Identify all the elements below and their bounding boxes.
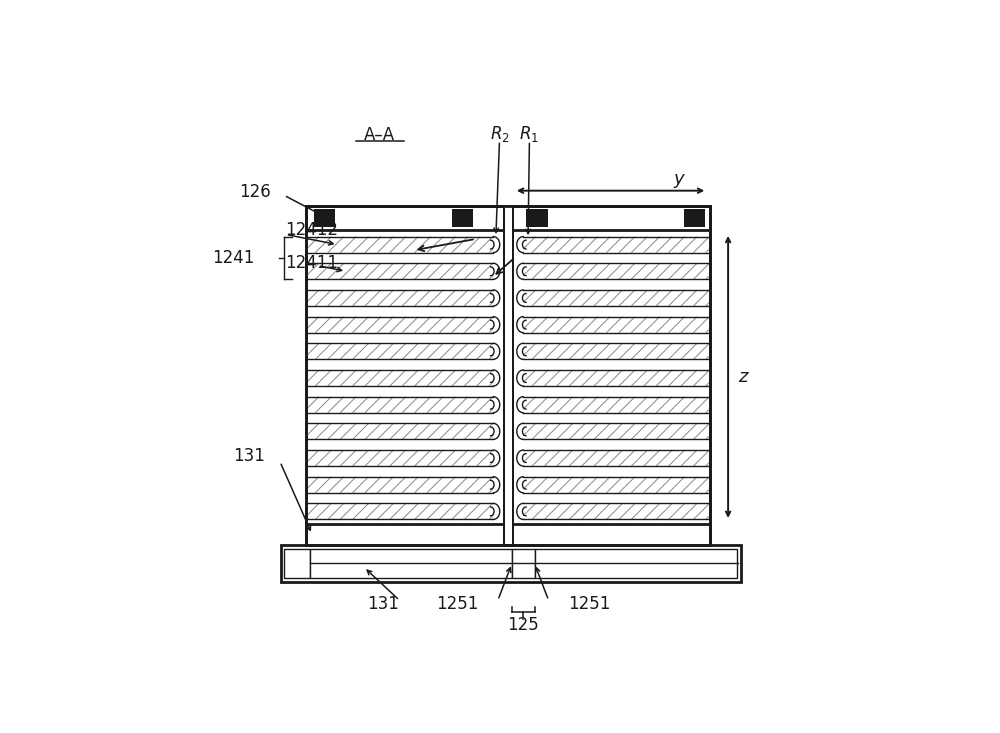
Bar — [306, 523, 710, 545]
Text: 12412: 12412 — [286, 221, 339, 240]
Text: 1251: 1251 — [568, 595, 611, 614]
Bar — [526, 209, 548, 226]
Bar — [684, 209, 705, 226]
Bar — [314, 209, 335, 226]
Bar — [306, 207, 710, 545]
Text: 12411: 12411 — [286, 254, 339, 272]
Bar — [310, 548, 512, 578]
Text: A–A: A–A — [364, 126, 395, 144]
Bar — [281, 545, 741, 582]
Bar — [452, 209, 473, 226]
Text: 125: 125 — [507, 616, 539, 634]
Text: z: z — [738, 368, 748, 386]
Bar — [284, 548, 310, 578]
Text: 126: 126 — [239, 183, 271, 202]
Text: 1251: 1251 — [436, 595, 478, 614]
Text: $R_2$: $R_2$ — [490, 124, 509, 144]
Bar — [535, 548, 737, 578]
Bar — [306, 207, 710, 230]
Bar — [512, 548, 535, 578]
Text: 1241: 1241 — [212, 249, 254, 267]
Bar — [504, 207, 513, 545]
Text: $R_1$: $R_1$ — [519, 124, 539, 144]
Text: 131: 131 — [233, 447, 265, 465]
Text: y: y — [674, 170, 684, 188]
Text: 131: 131 — [367, 595, 399, 614]
